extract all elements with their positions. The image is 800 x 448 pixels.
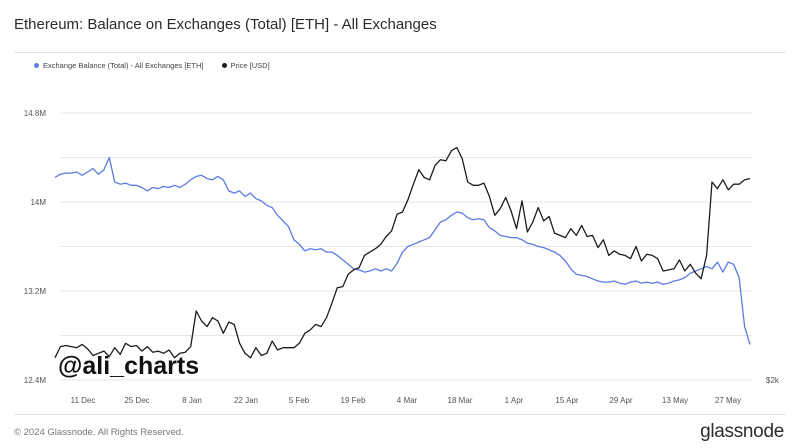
y-left-tick-label: 13.2M (24, 287, 47, 296)
legend-balance-label: Exchange Balance (Total) - All Exchanges… (43, 61, 204, 70)
y-left-tick-label: 12.4M (24, 376, 47, 385)
footer-divider (14, 414, 786, 415)
y-right-tick-label: $2k (766, 376, 780, 385)
series-price-line (54, 146, 751, 359)
x-tick-label: 18 Mar (448, 396, 473, 405)
chart-title: Ethereum: Balance on Exchanges (Total) [… (14, 16, 437, 33)
x-tick-label: 13 May (662, 396, 688, 405)
x-tick-label: 15 Apr (555, 396, 578, 405)
x-tick-label: 29 Apr (609, 396, 632, 405)
x-tick-label: 5 Feb (289, 396, 310, 405)
x-tick-label: 25 Dec (124, 396, 149, 405)
x-tick-label: 22 Jan (234, 396, 258, 405)
x-tick-label: 19 Feb (341, 396, 366, 405)
y-left-tick-label: 14M (30, 198, 46, 207)
x-tick-label: 11 Dec (71, 396, 96, 405)
legend-price-label: Price [USD] (230, 61, 270, 70)
legend-price-dot (221, 63, 227, 68)
series-exchange-balance-line (54, 156, 751, 345)
x-tick-label: 4 Mar (397, 396, 418, 405)
copyright-text: © 2024 Glassnode. All Rights Reserved. (14, 427, 184, 438)
x-tick-label: 8 Jan (182, 396, 202, 405)
x-tick-label: 27 May (715, 396, 741, 405)
header-divider (14, 52, 786, 53)
legend-item-balance[interactable]: Exchange Balance (Total) - All Exchanges… (34, 61, 204, 70)
watermark-text: @ali_charts (58, 352, 200, 380)
legend: Exchange Balance (Total) - All Exchanges… (34, 61, 270, 70)
y-left-tick-label: 14.8M (24, 109, 47, 118)
brand-logo-text: glassnode (700, 421, 784, 442)
legend-item-price[interactable]: Price [USD] (221, 61, 270, 70)
legend-balance-dot (34, 63, 39, 68)
x-tick-label: 1 Apr (505, 396, 524, 405)
